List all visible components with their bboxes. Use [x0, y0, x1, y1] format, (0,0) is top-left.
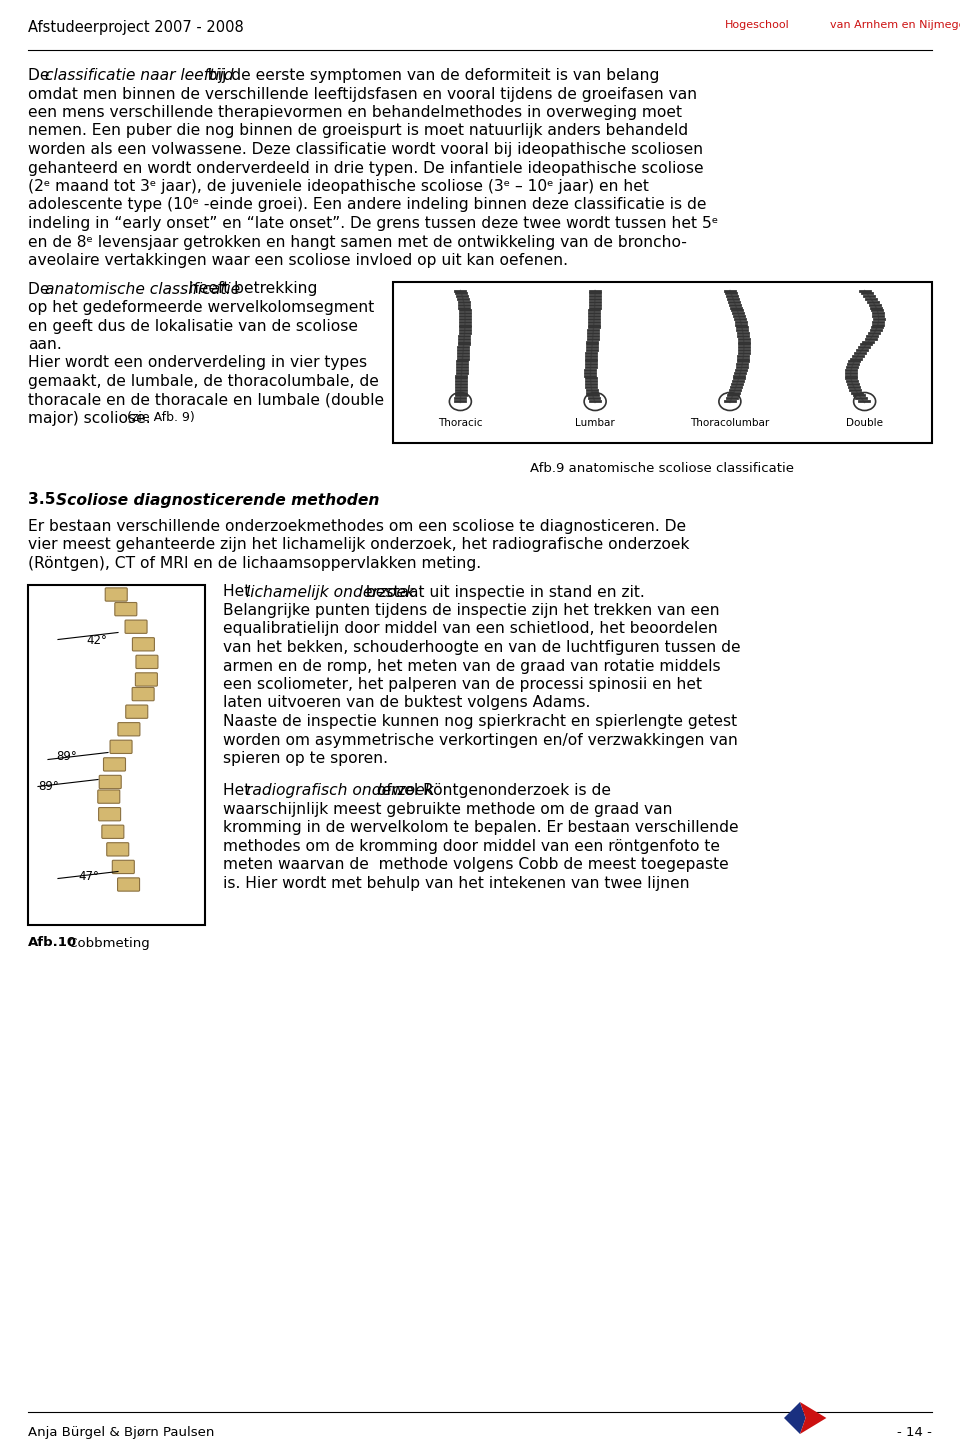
- Text: anatomische classificatie: anatomische classificatie: [45, 282, 241, 296]
- Bar: [28, 584, 205, 924]
- Text: spieren op te sporen.: spieren op te sporen.: [223, 750, 388, 766]
- FancyBboxPatch shape: [115, 603, 137, 616]
- FancyBboxPatch shape: [98, 790, 120, 804]
- Text: een mens verschillende therapievormen en behandelmethodes in overweging moet: een mens verschillende therapievormen en…: [28, 106, 682, 120]
- Text: laten uitvoeren van de buktest volgens Adams.: laten uitvoeren van de buktest volgens A…: [223, 696, 590, 710]
- FancyBboxPatch shape: [106, 589, 128, 602]
- Text: De: De: [28, 282, 55, 296]
- Text: een scoliometer, het palperen van de processi spinosii en het: een scoliometer, het palperen van de pro…: [223, 677, 702, 693]
- Text: 3.5: 3.5: [28, 493, 66, 508]
- Text: gemaakt, de lumbale, de thoracolumbale, de: gemaakt, de lumbale, de thoracolumbale, …: [28, 375, 379, 389]
- Text: major) scoliose.: major) scoliose.: [28, 411, 156, 427]
- Text: (2ᵉ maand tot 3ᵉ jaar), de juveniele ideopathische scoliose (3ᵉ – 10ᵉ jaar) en h: (2ᵉ maand tot 3ᵉ jaar), de juveniele ide…: [28, 179, 649, 194]
- Text: waarschijnlijk meest gebruikte methode om de graad van: waarschijnlijk meest gebruikte methode o…: [223, 803, 673, 817]
- Text: worden om asymmetrische verkortingen en/of verzwakkingen van: worden om asymmetrische verkortingen en/…: [223, 733, 738, 748]
- Text: radiografisch onderzoek: radiografisch onderzoek: [246, 784, 434, 798]
- Text: Double: Double: [846, 418, 883, 428]
- FancyBboxPatch shape: [132, 687, 155, 701]
- Text: kromming in de wervelkolom te bepalen. Er bestaan verschillende: kromming in de wervelkolom te bepalen. E…: [223, 820, 738, 836]
- Text: (zie Afb. 9): (zie Afb. 9): [127, 411, 195, 424]
- FancyBboxPatch shape: [126, 706, 148, 719]
- Text: Belangrijke punten tijdens de inspectie zijn het trekken van een: Belangrijke punten tijdens de inspectie …: [223, 603, 720, 617]
- Text: classificatie naar leeftijd: classificatie naar leeftijd: [45, 68, 234, 82]
- FancyBboxPatch shape: [99, 807, 121, 821]
- FancyBboxPatch shape: [104, 758, 126, 771]
- Text: aveolaire vertakkingen waar een scoliose invloed op uit kan oefenen.: aveolaire vertakkingen waar een scoliose…: [28, 253, 568, 268]
- Polygon shape: [784, 1403, 805, 1434]
- FancyBboxPatch shape: [125, 620, 147, 633]
- Text: meten waarvan de  methode volgens Cobb de meest toegepaste: meten waarvan de methode volgens Cobb de…: [223, 857, 729, 872]
- Text: methodes om de kromming door middel van een röntgenfoto te: methodes om de kromming door middel van …: [223, 839, 720, 855]
- Text: 42°: 42°: [86, 635, 107, 648]
- Text: Hier wordt een onderverdeling in vier types: Hier wordt een onderverdeling in vier ty…: [28, 356, 367, 370]
- Text: 89°: 89°: [56, 749, 77, 762]
- Text: worden als een volwassene. Deze classificatie wordt vooral bij ideopathische sco: worden als een volwassene. Deze classifi…: [28, 142, 703, 158]
- Text: nemen. Een puber die nog binnen de groeispurt is moet natuurlijk anders behandel: nemen. Een puber die nog binnen de groei…: [28, 123, 688, 139]
- FancyBboxPatch shape: [102, 826, 124, 839]
- Text: armen en de romp, het meten van de graad van rotatie middels: armen en de romp, het meten van de graad…: [223, 658, 721, 674]
- Bar: [393, 282, 932, 442]
- Text: Scoliose diagnosticerende methoden: Scoliose diagnosticerende methoden: [56, 493, 379, 508]
- Text: Afb.9 anatomische scoliose classificatie: Afb.9 anatomische scoliose classificatie: [531, 463, 795, 476]
- Text: is. Hier wordt met behulp van het intekenen van twee lijnen: is. Hier wordt met behulp van het inteke…: [223, 876, 689, 891]
- Text: vier meest gehanteerde zijn het lichamelijk onderzoek, het radiografische onderz: vier meest gehanteerde zijn het lichamel…: [28, 538, 689, 552]
- Text: en de 8ᵉ levensjaar getrokken en hangt samen met de ontwikkeling van de broncho-: en de 8ᵉ levensjaar getrokken en hangt s…: [28, 234, 686, 250]
- FancyBboxPatch shape: [117, 878, 139, 891]
- Text: Het: Het: [223, 584, 255, 600]
- Text: op het gedeformeerde wervelkolomsegment: op het gedeformeerde wervelkolomsegment: [28, 299, 374, 315]
- Text: Hogeschool: Hogeschool: [725, 20, 790, 30]
- Text: Cobbmeting: Cobbmeting: [64, 937, 150, 950]
- FancyBboxPatch shape: [110, 740, 132, 753]
- Text: van het bekken, schouderhoogte en van de luchtfiguren tussen de: van het bekken, schouderhoogte en van de…: [223, 641, 740, 655]
- Text: gehanteerd en wordt onderverdeeld in drie typen. De infantiele ideopathische sco: gehanteerd en wordt onderverdeeld in dri…: [28, 161, 704, 175]
- FancyBboxPatch shape: [132, 638, 155, 651]
- Text: bestaat uit inspectie in stand en zit.: bestaat uit inspectie in stand en zit.: [361, 584, 645, 600]
- Text: Afb.10: Afb.10: [28, 937, 77, 950]
- Text: bij de eerste symptomen van de deformiteit is van belang: bij de eerste symptomen van de deformite…: [198, 68, 660, 82]
- Text: Lumbar: Lumbar: [575, 418, 615, 428]
- Text: adolescente type (10ᵉ -einde groei). Een andere indeling binnen deze classificat: adolescente type (10ᵉ -einde groei). Een…: [28, 198, 707, 213]
- FancyBboxPatch shape: [118, 723, 140, 736]
- Text: Thoracic: Thoracic: [438, 418, 483, 428]
- Text: indeling in “early onset” en “late onset”. De grens tussen deze twee wordt tusse: indeling in “early onset” en “late onset…: [28, 215, 718, 231]
- FancyBboxPatch shape: [136, 655, 158, 668]
- FancyBboxPatch shape: [135, 672, 157, 685]
- Text: aan.: aan.: [28, 337, 61, 351]
- FancyBboxPatch shape: [112, 860, 134, 873]
- Text: thoracale en de thoracale en lumbale (double: thoracale en de thoracale en lumbale (do…: [28, 392, 384, 408]
- Text: Het: Het: [223, 784, 255, 798]
- FancyBboxPatch shape: [107, 843, 129, 856]
- Text: Anja Bürgel & Bjørn Paulsen: Anja Bürgel & Bjørn Paulsen: [28, 1426, 214, 1439]
- Text: Afstudeerproject 2007 - 2008: Afstudeerproject 2007 - 2008: [28, 20, 244, 35]
- Text: 89°: 89°: [38, 779, 59, 792]
- Text: De: De: [28, 68, 55, 82]
- Text: van Arnhem en Nijmegen: van Arnhem en Nijmegen: [830, 20, 960, 30]
- Text: - 14 -: - 14 -: [898, 1426, 932, 1439]
- Text: lichamelijk onderzoek: lichamelijk onderzoek: [246, 584, 415, 600]
- Text: Er bestaan verschillende onderzoekmethodes om een scoliose te diagnosticeren. De: Er bestaan verschillende onderzoekmethod…: [28, 519, 686, 534]
- Text: omdat men binnen de verschillende leeftijdsfasen en vooral tijdens de groeifasen: omdat men binnen de verschillende leefti…: [28, 87, 697, 101]
- Text: (Röntgen), CT of MRI en de lichaamsoppervlakken meting.: (Röntgen), CT of MRI en de lichaamsopper…: [28, 557, 481, 571]
- Text: heeft betrekking: heeft betrekking: [183, 282, 317, 296]
- Text: Naaste de inspectie kunnen nog spierkracht en spierlengte getest: Naaste de inspectie kunnen nog spierkrac…: [223, 714, 737, 729]
- Text: Thoracolumbar: Thoracolumbar: [690, 418, 770, 428]
- Text: 47°: 47°: [78, 869, 99, 882]
- Text: en geeft dus de lokalisatie van de scoliose: en geeft dus de lokalisatie van de scoli…: [28, 318, 358, 334]
- Polygon shape: [800, 1403, 827, 1434]
- FancyBboxPatch shape: [99, 775, 121, 788]
- Text: equalibratielijn door middel van een schietlood, het beoordelen: equalibratielijn door middel van een sch…: [223, 622, 718, 636]
- Text: ofwel Röntgenonderzoek is de: ofwel Röntgenonderzoek is de: [372, 784, 612, 798]
